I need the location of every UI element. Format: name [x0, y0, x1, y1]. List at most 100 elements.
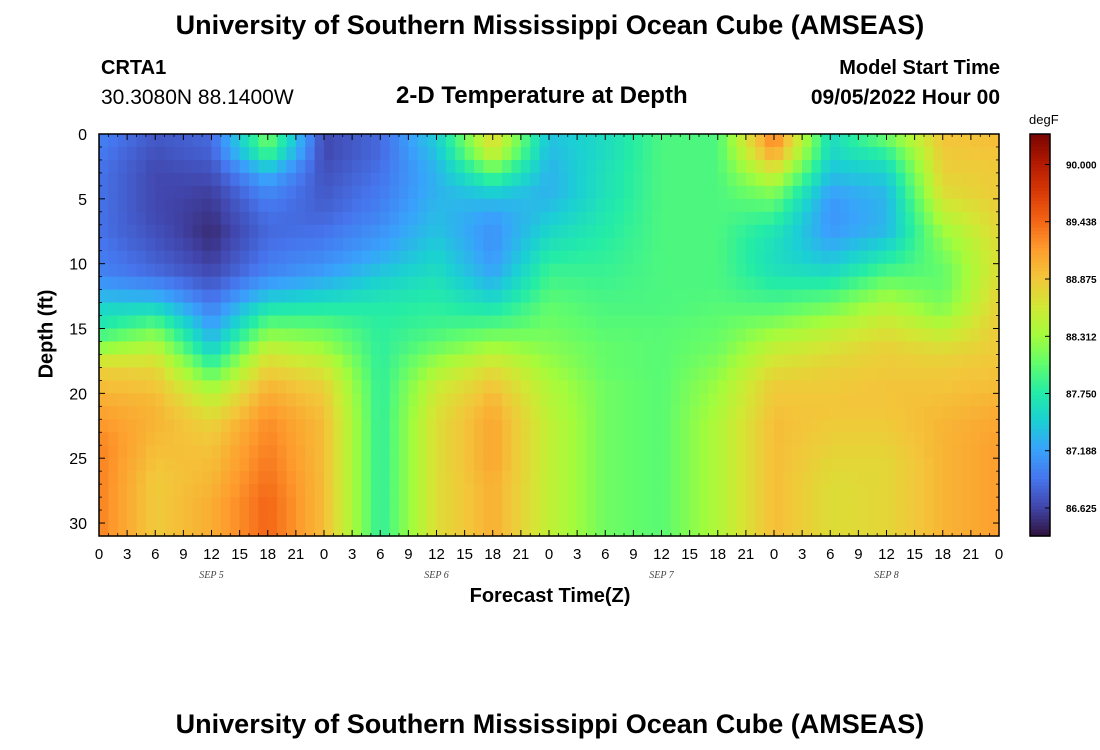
- heatmap-cell: [877, 172, 888, 187]
- heatmap-cell: [989, 458, 1000, 472]
- heatmap-cell: [670, 224, 681, 239]
- heatmap-cell: [380, 445, 391, 459]
- heatmap-cell: [239, 276, 250, 291]
- heatmap-cell: [670, 159, 681, 174]
- heatmap-cell: [427, 471, 438, 485]
- heatmap-cell: [249, 393, 259, 407]
- heatmap-cell: [342, 263, 353, 278]
- heatmap-cell: [174, 328, 184, 343]
- heatmap-cell: [464, 198, 475, 213]
- heatmap-cell: [445, 445, 456, 459]
- heatmap-cell: [670, 380, 681, 394]
- heatmap-cell: [220, 198, 231, 213]
- colorbar-swatch: [1030, 194, 1050, 199]
- heatmap-cell: [567, 211, 578, 226]
- heatmap-cell: [474, 172, 484, 187]
- heatmap-cell: [764, 159, 775, 174]
- heatmap-cell: [614, 315, 625, 330]
- heatmap-cell: [895, 497, 906, 511]
- heatmap-cell: [399, 393, 409, 407]
- heatmap-cell: [220, 315, 231, 330]
- heatmap-cell: [314, 198, 325, 213]
- heatmap-cell: [483, 523, 494, 537]
- heatmap-cell: [661, 328, 672, 343]
- heatmap-cell: [192, 315, 203, 330]
- heatmap-cell: [792, 484, 803, 498]
- heatmap-cell: [549, 328, 559, 343]
- heatmap-cell: [530, 328, 541, 343]
- heatmap-cell: [417, 263, 428, 278]
- heatmap-cell: [445, 471, 456, 485]
- heatmap-cell: [211, 367, 222, 381]
- heatmap-cell: [267, 315, 278, 330]
- heatmap-cell: [980, 211, 991, 226]
- heatmap-cell: [895, 302, 906, 317]
- heatmap-cell: [942, 263, 953, 278]
- heatmap-cell: [736, 497, 747, 511]
- heatmap-cell: [699, 341, 709, 356]
- heatmap-cell: [811, 276, 822, 291]
- heatmap-cell: [145, 484, 156, 498]
- heatmap-cell: [989, 250, 1000, 265]
- heatmap-cell: [333, 237, 344, 252]
- heatmap-cell: [427, 276, 438, 291]
- heatmap-cell: [314, 497, 325, 511]
- heatmap-cell: [633, 497, 644, 511]
- heatmap-cell: [980, 354, 991, 369]
- colorbar-swatch: [1030, 207, 1050, 212]
- heatmap-cell: [511, 302, 522, 317]
- heatmap-cell: [183, 328, 194, 343]
- heatmap-cell: [155, 328, 166, 343]
- heatmap-cell: [520, 354, 531, 369]
- heatmap-cell: [595, 211, 606, 226]
- heatmap-cell: [895, 224, 906, 239]
- heatmap-cell: [633, 354, 644, 369]
- heatmap-cell: [652, 185, 663, 200]
- heatmap-cell: [474, 134, 484, 148]
- heatmap-cell: [230, 134, 241, 148]
- heatmap-cell: [342, 134, 353, 148]
- heatmap-cell: [764, 237, 775, 252]
- heatmap-cell: [952, 497, 963, 511]
- heatmap-cell: [202, 523, 213, 537]
- heatmap-cell: [474, 380, 484, 394]
- heatmap-cell: [474, 406, 484, 420]
- heatmap-cell: [605, 146, 616, 161]
- heatmap-cell: [830, 393, 841, 407]
- heatmap-cell: [708, 211, 719, 226]
- heatmap-cell: [352, 341, 363, 356]
- colorbar: 90.00089.43888.87588.31287.75087.18886.6…: [1029, 133, 1097, 537]
- heatmap-cell: [895, 198, 906, 213]
- heatmap-cell: [267, 328, 278, 343]
- heatmap-cell: [914, 393, 925, 407]
- heatmap-cell: [980, 289, 991, 304]
- heatmap-cell: [108, 380, 119, 394]
- heatmap-cell: [427, 302, 438, 317]
- heatmap-cell: [277, 250, 288, 265]
- heatmap-cell: [980, 224, 991, 239]
- heatmap-cell: [717, 198, 728, 213]
- heatmap-cell: [895, 172, 906, 187]
- heatmap-cell: [783, 276, 794, 291]
- heatmap-cell: [699, 185, 709, 200]
- heatmap-cell: [267, 406, 278, 420]
- heatmap-cell: [220, 159, 231, 174]
- heatmap-cell: [792, 367, 803, 381]
- heatmap-cell: [427, 380, 438, 394]
- heatmap-cell: [924, 198, 934, 213]
- heatmap-cell: [352, 419, 363, 433]
- heatmap-cell: [736, 406, 747, 420]
- heatmap-cell: [595, 224, 606, 239]
- heatmap-cell: [333, 198, 344, 213]
- heatmap-cell: [539, 458, 550, 472]
- heatmap-cell: [867, 211, 878, 226]
- heatmap-cell: [408, 354, 419, 369]
- heatmap-cell: [633, 302, 644, 317]
- heatmap-cell: [905, 289, 916, 304]
- heatmap-cell: [286, 276, 297, 291]
- heatmap-cell: [877, 302, 888, 317]
- heatmap-cell: [445, 328, 456, 343]
- heatmap-cell: [295, 523, 306, 537]
- heatmap-cell: [399, 146, 409, 161]
- heatmap-cell: [980, 198, 991, 213]
